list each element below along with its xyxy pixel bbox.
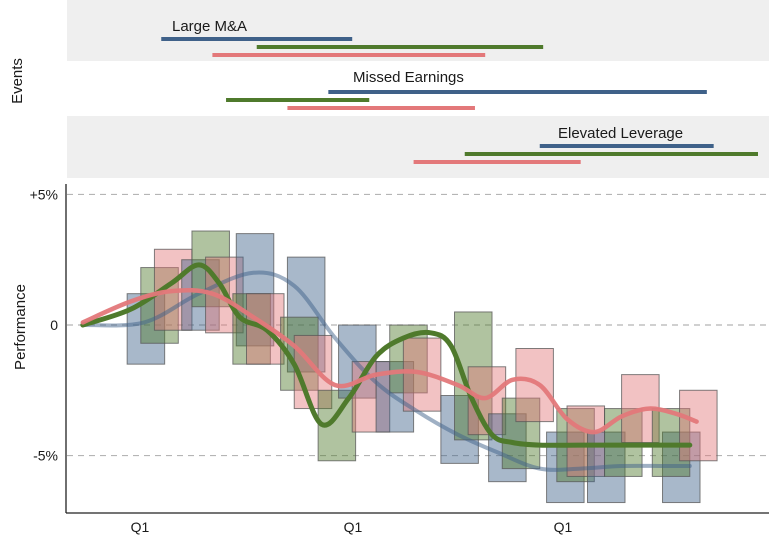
y-tick-label: 0: [50, 317, 58, 333]
range-boxes: [126, 230, 718, 504]
range-box-red: [246, 293, 285, 365]
range-box-green: [454, 311, 493, 441]
range-box-blue: [488, 413, 527, 483]
event-panel-bg: [67, 0, 769, 61]
range-box-blue: [126, 293, 166, 365]
series-lines: [80, 262, 699, 472]
series-line-red: [80, 287, 699, 435]
event-label: Missed Earnings: [353, 69, 464, 86]
y-axis-label: Performance: [12, 284, 29, 370]
events-axis-label: Events: [9, 58, 26, 104]
event-panels: Large M&A Missed Earnings Elevated Leverag…: [67, 0, 769, 178]
y-tick-label: +5%: [30, 186, 58, 202]
range-box-red: [566, 405, 606, 477]
series-line-blue: [80, 270, 692, 472]
x-tick-label: Q1: [344, 519, 363, 535]
axes: [65, 184, 769, 514]
event-panel-bg: [67, 61, 769, 113]
range-box-red: [679, 389, 718, 462]
x-tick-label: Q1: [131, 519, 150, 535]
range-box-red: [515, 348, 554, 423]
y-tick-label: -5%: [33, 448, 58, 464]
event-label: Large M&A: [172, 18, 247, 35]
x-tick-label: Q1: [554, 519, 573, 535]
y-tick-labels: +5% 0 -5%: [30, 186, 59, 463]
event-label: Elevated Leverage: [558, 125, 683, 142]
x-tick-labels: Q1 Q1 Q1: [131, 519, 573, 535]
series-line-green: [80, 262, 693, 448]
